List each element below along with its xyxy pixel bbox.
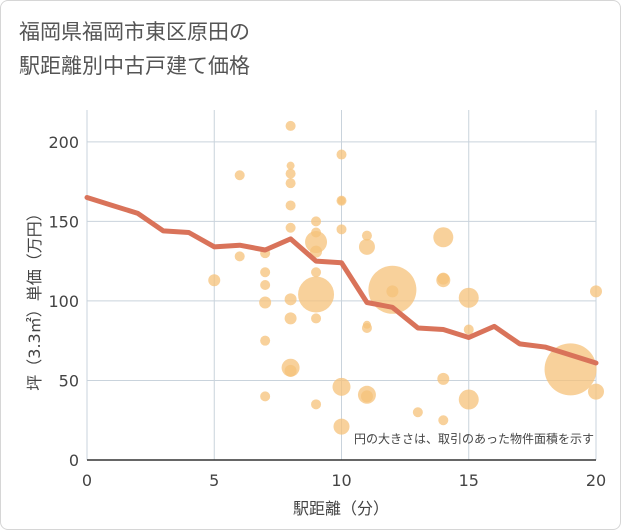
data-bubble [436, 273, 451, 288]
data-bubble [386, 285, 399, 298]
data-bubble [285, 178, 296, 189]
y-tick-label: 50 [59, 371, 79, 390]
data-bubble [337, 196, 346, 205]
data-bubble [298, 276, 335, 313]
data-bubble [284, 312, 297, 325]
data-bubble [260, 391, 271, 402]
y-tick-label: 150 [48, 212, 79, 231]
data-bubble [284, 364, 297, 377]
data-bubble [336, 149, 347, 160]
data-bubble [286, 161, 295, 170]
x-tick-label: 0 [82, 471, 92, 490]
data-bubble [234, 251, 245, 262]
data-bubble [260, 267, 271, 278]
data-bubble [433, 227, 454, 248]
data-bubble [208, 274, 221, 287]
data-bubble [458, 287, 479, 308]
x-tick-label: 10 [331, 471, 351, 490]
data-bubble [412, 407, 423, 418]
data-bubble [311, 313, 322, 324]
data-bubble [438, 415, 449, 426]
data-bubble [260, 280, 271, 290]
y-axis-label: 坪（3.3㎡）単価（万円） [25, 205, 44, 390]
data-bubble [437, 372, 450, 385]
data-bubble [588, 383, 604, 400]
x-tick-label: 5 [209, 471, 219, 490]
y-tick-label: 0 [69, 451, 79, 470]
data-bubble [361, 230, 372, 241]
data-bubble [544, 343, 597, 396]
data-bubble [285, 120, 296, 131]
data-bubble [332, 377, 351, 396]
data-bubble [311, 399, 322, 410]
data-bubble [285, 222, 296, 233]
data-bubble [333, 418, 350, 435]
trend-line [84, 195, 599, 366]
x-tick-label: 20 [586, 471, 606, 490]
data-bubble [259, 296, 272, 309]
data-bubble [284, 293, 297, 306]
y-tick-label: 100 [48, 292, 79, 311]
data-bubble [358, 238, 375, 255]
data-bubble [590, 285, 602, 298]
data-bubble [360, 390, 373, 403]
bubble-size-note: 円の大きさは、取引のあった物件面積を示す [354, 431, 594, 446]
data-bubble [234, 170, 245, 181]
bubbles [208, 120, 604, 435]
data-bubble [458, 389, 479, 410]
grid-lines [86, 110, 597, 461]
y-tick-labels: 0 50 100 150 200 [48, 133, 79, 470]
data-bubble [305, 231, 328, 254]
x-axis-label: 駅距離（分） [293, 499, 389, 518]
chart-title-line-2: 駅距離別中古戸建て価格 [19, 54, 250, 78]
data-bubble [361, 322, 372, 333]
data-bubble [463, 324, 474, 335]
data-bubble [285, 200, 296, 211]
x-tick-labels: 0 5 10 15 20 [82, 471, 606, 490]
chart-title-line-1: 福岡県福岡市東区原田の [19, 20, 250, 44]
y-tick-label: 200 [48, 133, 79, 152]
chart-title: 福岡県福岡市東区原田の 駅距離別中古戸建て価格 [19, 15, 250, 83]
data-bubble [311, 267, 322, 278]
data-bubble [260, 335, 271, 346]
data-bubble [336, 224, 347, 235]
data-bubble [285, 168, 296, 179]
data-bubble [310, 245, 323, 258]
x-tick-label: 15 [459, 471, 479, 490]
data-bubble [311, 216, 322, 227]
